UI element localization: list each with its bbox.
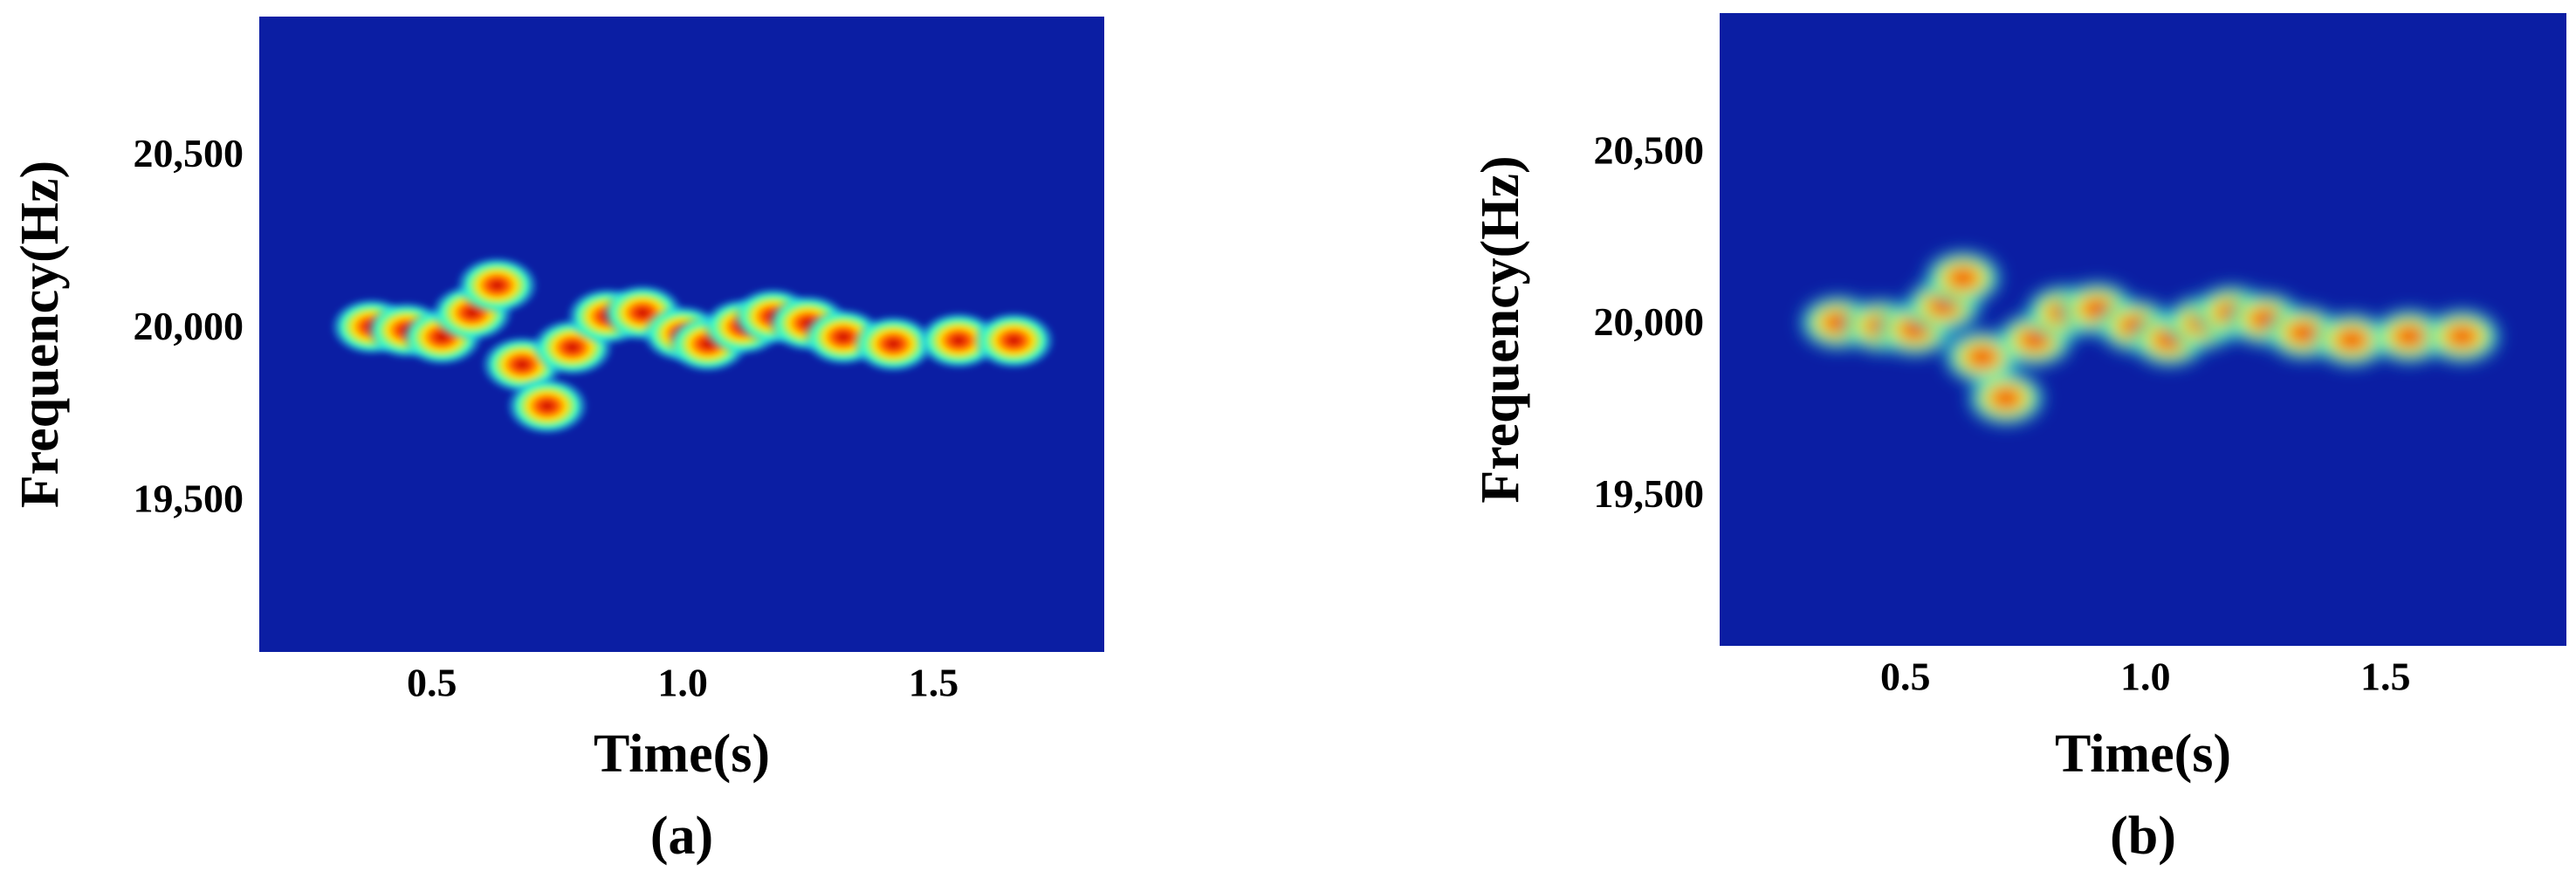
y-tick-label: 19,500: [1594, 471, 1705, 516]
energy-peak: [505, 376, 589, 436]
x-axis-label: Time(s): [594, 724, 770, 784]
spectrogram-panel: 0.5 1.0 1.5 19,500 20,000 20,500 Time(s) (a) Fre…: [10, 17, 1104, 866]
caption: (a): [650, 806, 713, 866]
caption: (b): [2110, 806, 2176, 866]
x-tick-label: 1.0: [2120, 655, 2171, 699]
y-axis-label: Frequency(Hz): [1471, 155, 1530, 503]
x-axis-label: Time(s): [2055, 724, 2231, 784]
spectrogram-panel: 0.5 1.0 1.5 19,500 20,000 20,500 Time(s) (b) Fre…: [1471, 13, 2566, 866]
y-tick-label: 20,500: [134, 131, 244, 175]
energy-peak: [851, 314, 936, 374]
x-tick-label: 1.0: [657, 661, 708, 705]
energy-peak: [972, 311, 1056, 371]
energy-peak: [455, 255, 539, 315]
y-tick-label: 20,000: [134, 304, 244, 348]
x-tick-label: 1.5: [2360, 655, 2411, 699]
y-tick-label: 20,500: [1594, 127, 1705, 172]
y-tick-label: 19,500: [134, 476, 244, 520]
energy-peak: [1964, 368, 2049, 429]
x-tick-label: 0.5: [1880, 655, 1931, 699]
energy-peak: [2420, 306, 2504, 367]
x-tick-label: 1.5: [909, 661, 959, 705]
energy: [1796, 248, 2504, 429]
x-tick-label: 0.5: [407, 661, 457, 705]
energy-peak: [1920, 248, 2005, 308]
y-axis-label: Frequency(Hz): [10, 161, 70, 508]
y-tick-label: 20,000: [1594, 299, 1705, 344]
energy: [329, 255, 1056, 436]
